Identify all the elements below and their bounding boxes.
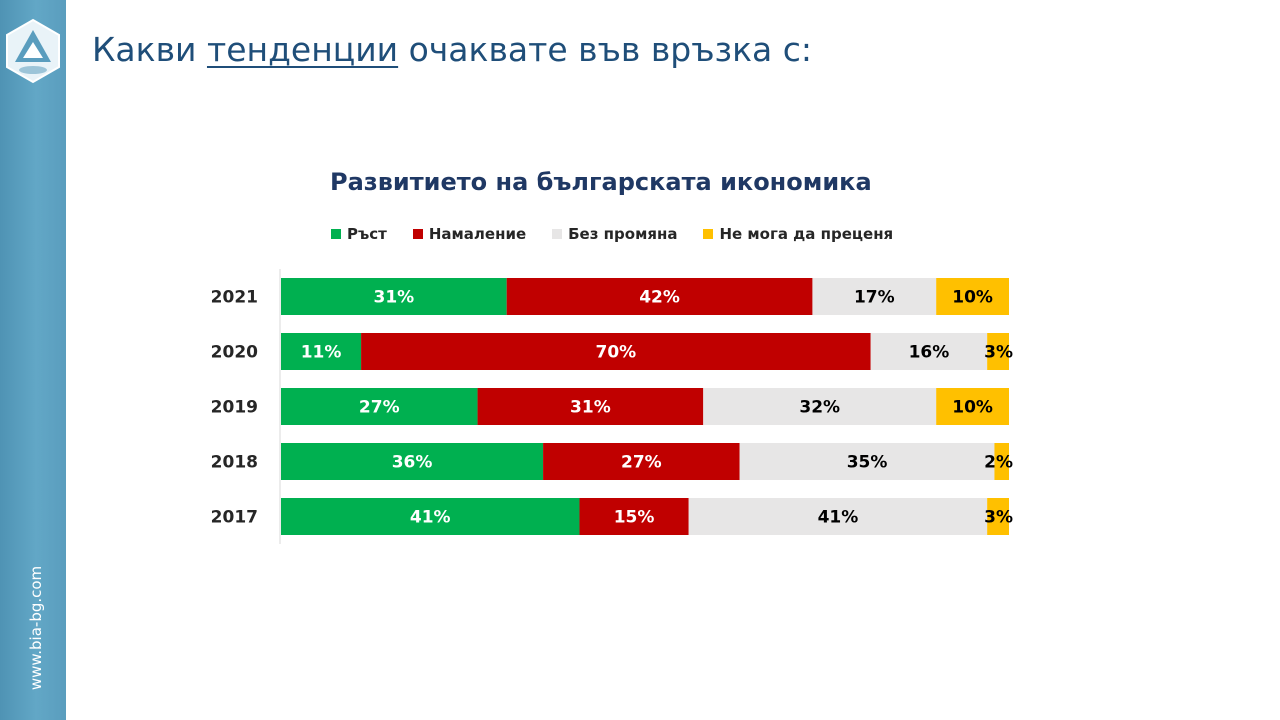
data-label-2019-s3: 10% xyxy=(952,398,993,418)
data-label-2019-s2: 32% xyxy=(799,398,840,418)
year-label-2020: 2020 xyxy=(211,343,258,363)
bar-segment-2019-s0 xyxy=(281,388,478,425)
year-label-2019: 2019 xyxy=(211,398,258,418)
data-label-2018-s0: 36% xyxy=(392,453,433,473)
data-label-2020-s1: 70% xyxy=(596,343,637,363)
data-label-2020-s2: 16% xyxy=(909,343,950,363)
legend-swatch-growth xyxy=(331,229,341,239)
bar-segment-2018-s3 xyxy=(994,443,1009,480)
legend-swatch-cant-judge xyxy=(703,229,714,239)
slide-title-start: Какви xyxy=(92,30,207,69)
bar-segment-2019-s1 xyxy=(477,388,704,425)
chart-legend: Ръст Намаление Без промяна Не мога да пр… xyxy=(331,225,893,243)
legend-item-cant-judge: Не мога да преценя xyxy=(703,225,893,243)
bar-segment-2018-s0 xyxy=(281,443,544,480)
bar-segment-2021-s2 xyxy=(812,278,937,315)
legend-label-no-change: Без промяна xyxy=(568,225,678,243)
legend-item-no-change: Без промяна xyxy=(552,225,677,243)
legend-label-decrease: Намаление xyxy=(428,225,527,243)
slide-title-end: очаквате във връзка с: xyxy=(398,30,813,69)
bar-segment-2019-s3 xyxy=(936,388,1009,425)
data-label-2017-s3: 3% xyxy=(984,508,1013,528)
data-label-2020-s0: 11% xyxy=(301,343,342,363)
bar-segment-2017-s0 xyxy=(281,498,580,535)
bar-segment-2017-s3 xyxy=(987,498,1009,535)
data-label-2017-s2: 41% xyxy=(818,508,859,528)
bar-segment-2020-s2 xyxy=(870,333,988,370)
legend-swatch-decrease xyxy=(412,229,423,239)
data-label-2018-s1: 27% xyxy=(621,453,662,473)
data-label-2021-s2: 17% xyxy=(854,288,895,308)
data-label-2021-s1: 42% xyxy=(639,288,680,308)
year-label-2018: 2018 xyxy=(211,453,258,473)
data-label-2017-s0: 41% xyxy=(410,508,451,528)
bar-segment-2020-s0 xyxy=(281,333,362,370)
slide-title-underlined: тенденции xyxy=(206,30,399,69)
data-label-2018-s3: 2% xyxy=(984,453,1013,473)
legend-label-cant-judge: Не мога да преценя xyxy=(719,225,894,243)
legend-item-growth: Ръст xyxy=(331,225,387,243)
data-label-2018-s2: 35% xyxy=(847,453,888,473)
bia-logo-icon xyxy=(6,18,60,84)
bar-segment-2018-s2 xyxy=(739,443,995,480)
bar-segment-2017-s2 xyxy=(688,498,988,535)
slide-title: Какви тенденции очаквате във връзка с: xyxy=(92,30,812,69)
bar-segment-2020-s1 xyxy=(361,333,871,370)
data-label-2019-s0: 27% xyxy=(359,398,400,418)
data-label-2019-s1: 31% xyxy=(570,398,611,418)
data-label-2021-s3: 10% xyxy=(952,288,993,308)
bar-segment-2021-s3 xyxy=(936,278,1009,315)
bar-segment-2021-s1 xyxy=(506,278,813,315)
bar-segment-2017-s1 xyxy=(579,498,689,535)
data-label-2020-s3: 3% xyxy=(984,343,1013,363)
data-label-2017-s1: 15% xyxy=(614,508,655,528)
year-label-2021: 2021 xyxy=(211,288,258,308)
year-label-2017: 2017 xyxy=(211,508,258,528)
data-label-2021-s0: 31% xyxy=(373,288,414,308)
bar-segment-2020-s3 xyxy=(987,333,1009,370)
legend-swatch-no-change xyxy=(552,229,563,239)
legend-item-decrease: Намаление xyxy=(412,225,527,243)
bar-segment-2018-s1 xyxy=(543,443,740,480)
legend-label-growth: Ръст xyxy=(347,225,387,243)
bar-segment-2019-s2 xyxy=(703,388,937,425)
bar-segment-2021-s0 xyxy=(281,278,507,315)
sidebar-band: www.bia-bg.com xyxy=(0,0,66,720)
chart-title: Развитието на българската икономика xyxy=(330,168,872,196)
